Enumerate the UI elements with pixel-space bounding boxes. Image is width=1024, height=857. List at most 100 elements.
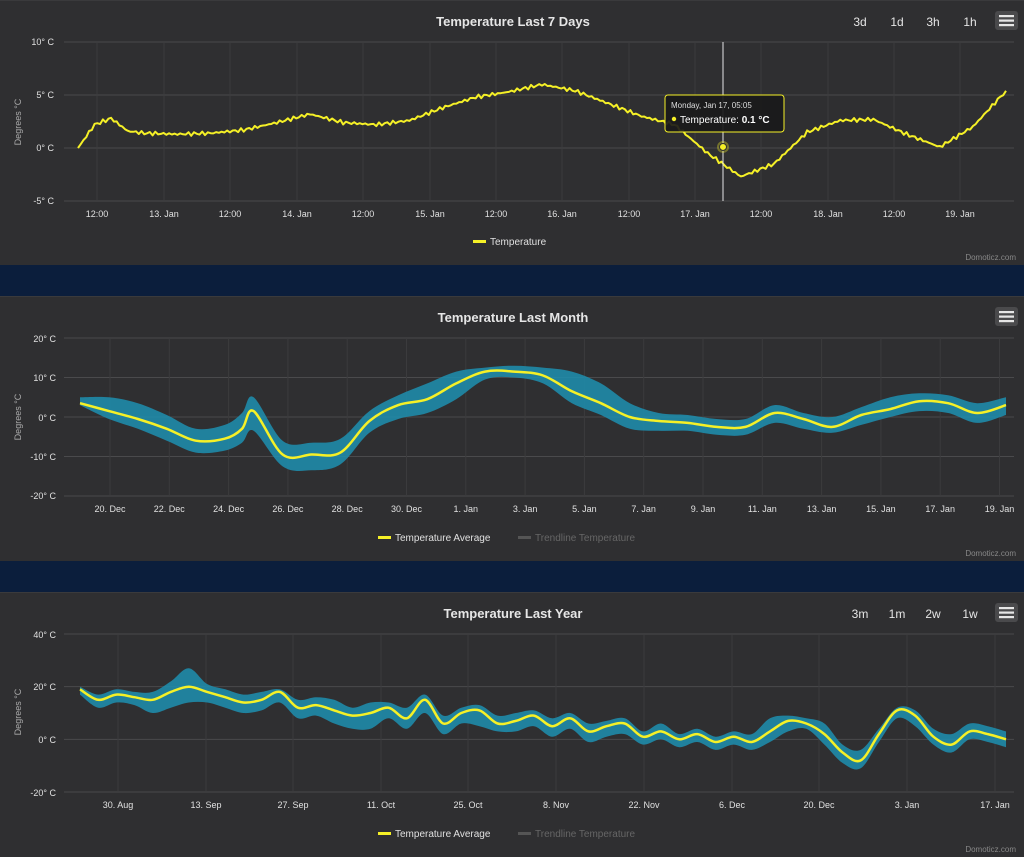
series-line-average <box>79 369 1007 460</box>
x-tick: 22. Dec <box>154 504 186 514</box>
series-band-minmax <box>80 668 1006 770</box>
y-tick: 0° C <box>38 413 56 423</box>
x-tick: 3. Jan <box>895 800 920 810</box>
legend-item-trendline[interactable]: Trendline Temperature <box>535 829 635 840</box>
x-tick: 11. Oct <box>367 800 396 810</box>
x-tick: 24. Dec <box>213 504 245 514</box>
range-button-1h[interactable]: 1h <box>963 15 976 29</box>
x-tick: 12:00 <box>618 209 641 219</box>
x-tick: 1. Jan <box>454 504 479 514</box>
legend[interactable]: Temperature <box>473 237 547 248</box>
x-ticks: 12:00 13. Jan 12:00 14. Jan 12:00 15. Jan 12:0… <box>86 209 975 219</box>
range-button-1m[interactable]: 1m <box>889 607 906 621</box>
tooltip-value: 0.1 °C <box>742 115 770 126</box>
credit-link[interactable]: Domoticz.com <box>965 549 1016 558</box>
chart-panel-7days: Temperature Last 7 Days 3d 1d 3h 1h Degr… <box>0 0 1024 265</box>
plot-area[interactable] <box>77 42 1007 201</box>
legend[interactable]: Temperature Average Trendline Temperatur… <box>378 533 635 544</box>
y-tick: 20° C <box>33 682 56 692</box>
range-button-1d[interactable]: 1d <box>890 15 903 29</box>
x-tick: 3. Jan <box>513 504 538 514</box>
legend-swatch <box>378 832 391 835</box>
y-tick: 10° C <box>33 373 56 383</box>
x-tick: 28. Dec <box>332 504 364 514</box>
grid-lines <box>64 41 1014 202</box>
x-tick: 7. Jan <box>631 504 656 514</box>
y-axis-title: Degrees °C <box>13 393 23 440</box>
chart-panel-year: Temperature Last Year 3m 1m 2w 1w Degree… <box>0 592 1024 857</box>
x-tick: 16. Jan <box>547 209 577 219</box>
y-tick: -10° C <box>30 452 56 462</box>
x-ticks: 30. Aug 13. Sep 27. Sep 11. Oct 25. Oct 8. No… <box>103 800 1010 810</box>
legend-item-trendline[interactable]: Trendline Temperature <box>535 533 635 544</box>
chart-year-svg: Temperature Last Year 3m 1m 2w 1w Degree… <box>13 603 1018 854</box>
range-button-1w[interactable]: 1w <box>962 607 978 621</box>
x-tick: 9. Jan <box>691 504 716 514</box>
x-tick: 6. Dec <box>719 800 746 810</box>
y-ticks: 40° C 20° C 0° C -20° C <box>30 630 56 798</box>
tooltip-label: Temperature: <box>680 115 742 126</box>
y-tick: -20° C <box>30 788 56 798</box>
y-axis-title: Degrees °C <box>13 98 23 145</box>
menu-icon[interactable] <box>995 11 1018 30</box>
range-button-3m[interactable]: 3m <box>852 607 869 621</box>
x-tick: 13. Jan <box>149 209 179 219</box>
menu-icon[interactable] <box>995 603 1018 622</box>
x-tick: 13. Jan <box>807 504 837 514</box>
x-tick: 18. Jan <box>813 209 843 219</box>
x-tick: 19. Jan <box>945 209 975 219</box>
legend-swatch <box>378 536 391 539</box>
tooltip: Monday, Jan 17, 05:05 Temperature: 0.1 °… <box>664 94 785 133</box>
x-tick: 30. Dec <box>391 504 423 514</box>
range-button-3h[interactable]: 3h <box>926 15 939 29</box>
series-line-temperature <box>77 83 1007 178</box>
x-ticks: 20. Dec 22. Dec 24. Dec 26. Dec 28. Dec 30. D… <box>94 504 1014 514</box>
chart-title: Temperature Last Year <box>444 606 583 621</box>
y-tick: 5° C <box>36 90 54 100</box>
plot-area[interactable] <box>79 365 1007 472</box>
x-tick: 11. Jan <box>748 504 777 514</box>
credit-link[interactable]: Domoticz.com <box>965 253 1016 262</box>
range-button-3d[interactable]: 3d <box>853 15 866 29</box>
x-tick: 5. Jan <box>572 504 597 514</box>
tooltip-box <box>664 94 785 133</box>
legend[interactable]: Temperature Average Trendline Temperatur… <box>378 829 635 840</box>
x-tick: 25. Oct <box>453 800 483 810</box>
y-ticks: 20° C 10° C 0° C -10° C -20° C <box>30 334 56 501</box>
chart-panel-month: Temperature Last Month Degrees °C 20° C … <box>0 296 1024 561</box>
credit-link[interactable]: Domoticz.com <box>965 845 1016 854</box>
grid-lines <box>64 337 1014 497</box>
y-tick: -20° C <box>30 491 56 501</box>
x-tick: 17. Jan <box>680 209 710 219</box>
legend-item-temperature[interactable]: Temperature <box>490 237 547 248</box>
range-button-2w[interactable]: 2w <box>925 607 941 621</box>
legend-swatch <box>518 536 531 539</box>
x-tick: 8. Nov <box>543 800 570 810</box>
x-tick: 15. Jan <box>866 504 896 514</box>
y-tick: 0° C <box>38 735 56 745</box>
legend-item-average[interactable]: Temperature Average <box>395 533 491 544</box>
x-tick: 30. Aug <box>103 800 134 810</box>
y-tick: 20° C <box>33 334 56 344</box>
y-tick: 0° C <box>36 143 54 153</box>
range-buttons: 3d 1d 3h 1h <box>853 15 976 29</box>
menu-icon[interactable] <box>995 307 1018 326</box>
tooltip-date: Monday, Jan 17, 05:05 <box>671 101 752 110</box>
y-tick: -5° C <box>33 196 54 206</box>
x-tick: 27. Sep <box>277 800 308 810</box>
x-tick: 26. Dec <box>272 504 304 514</box>
series-band-minmax <box>80 365 1006 472</box>
x-tick: 12:00 <box>883 209 906 219</box>
range-buttons: 3m 1m 2w 1w <box>852 607 978 621</box>
legend-item-average[interactable]: Temperature Average <box>395 829 491 840</box>
chart-7days-svg: Temperature Last 7 Days 3d 1d 3h 1h Degr… <box>13 11 1018 262</box>
x-tick: 12:00 <box>86 209 109 219</box>
x-tick: 17. Jan <box>980 800 1010 810</box>
plot-area[interactable] <box>79 668 1007 770</box>
grid-lines <box>64 633 1014 793</box>
tooltip-marker <box>671 116 677 122</box>
x-tick: 19. Jan <box>985 504 1015 514</box>
x-tick: 17. Jan <box>925 504 955 514</box>
x-tick: 12:00 <box>352 209 375 219</box>
x-tick: 12:00 <box>219 209 242 219</box>
